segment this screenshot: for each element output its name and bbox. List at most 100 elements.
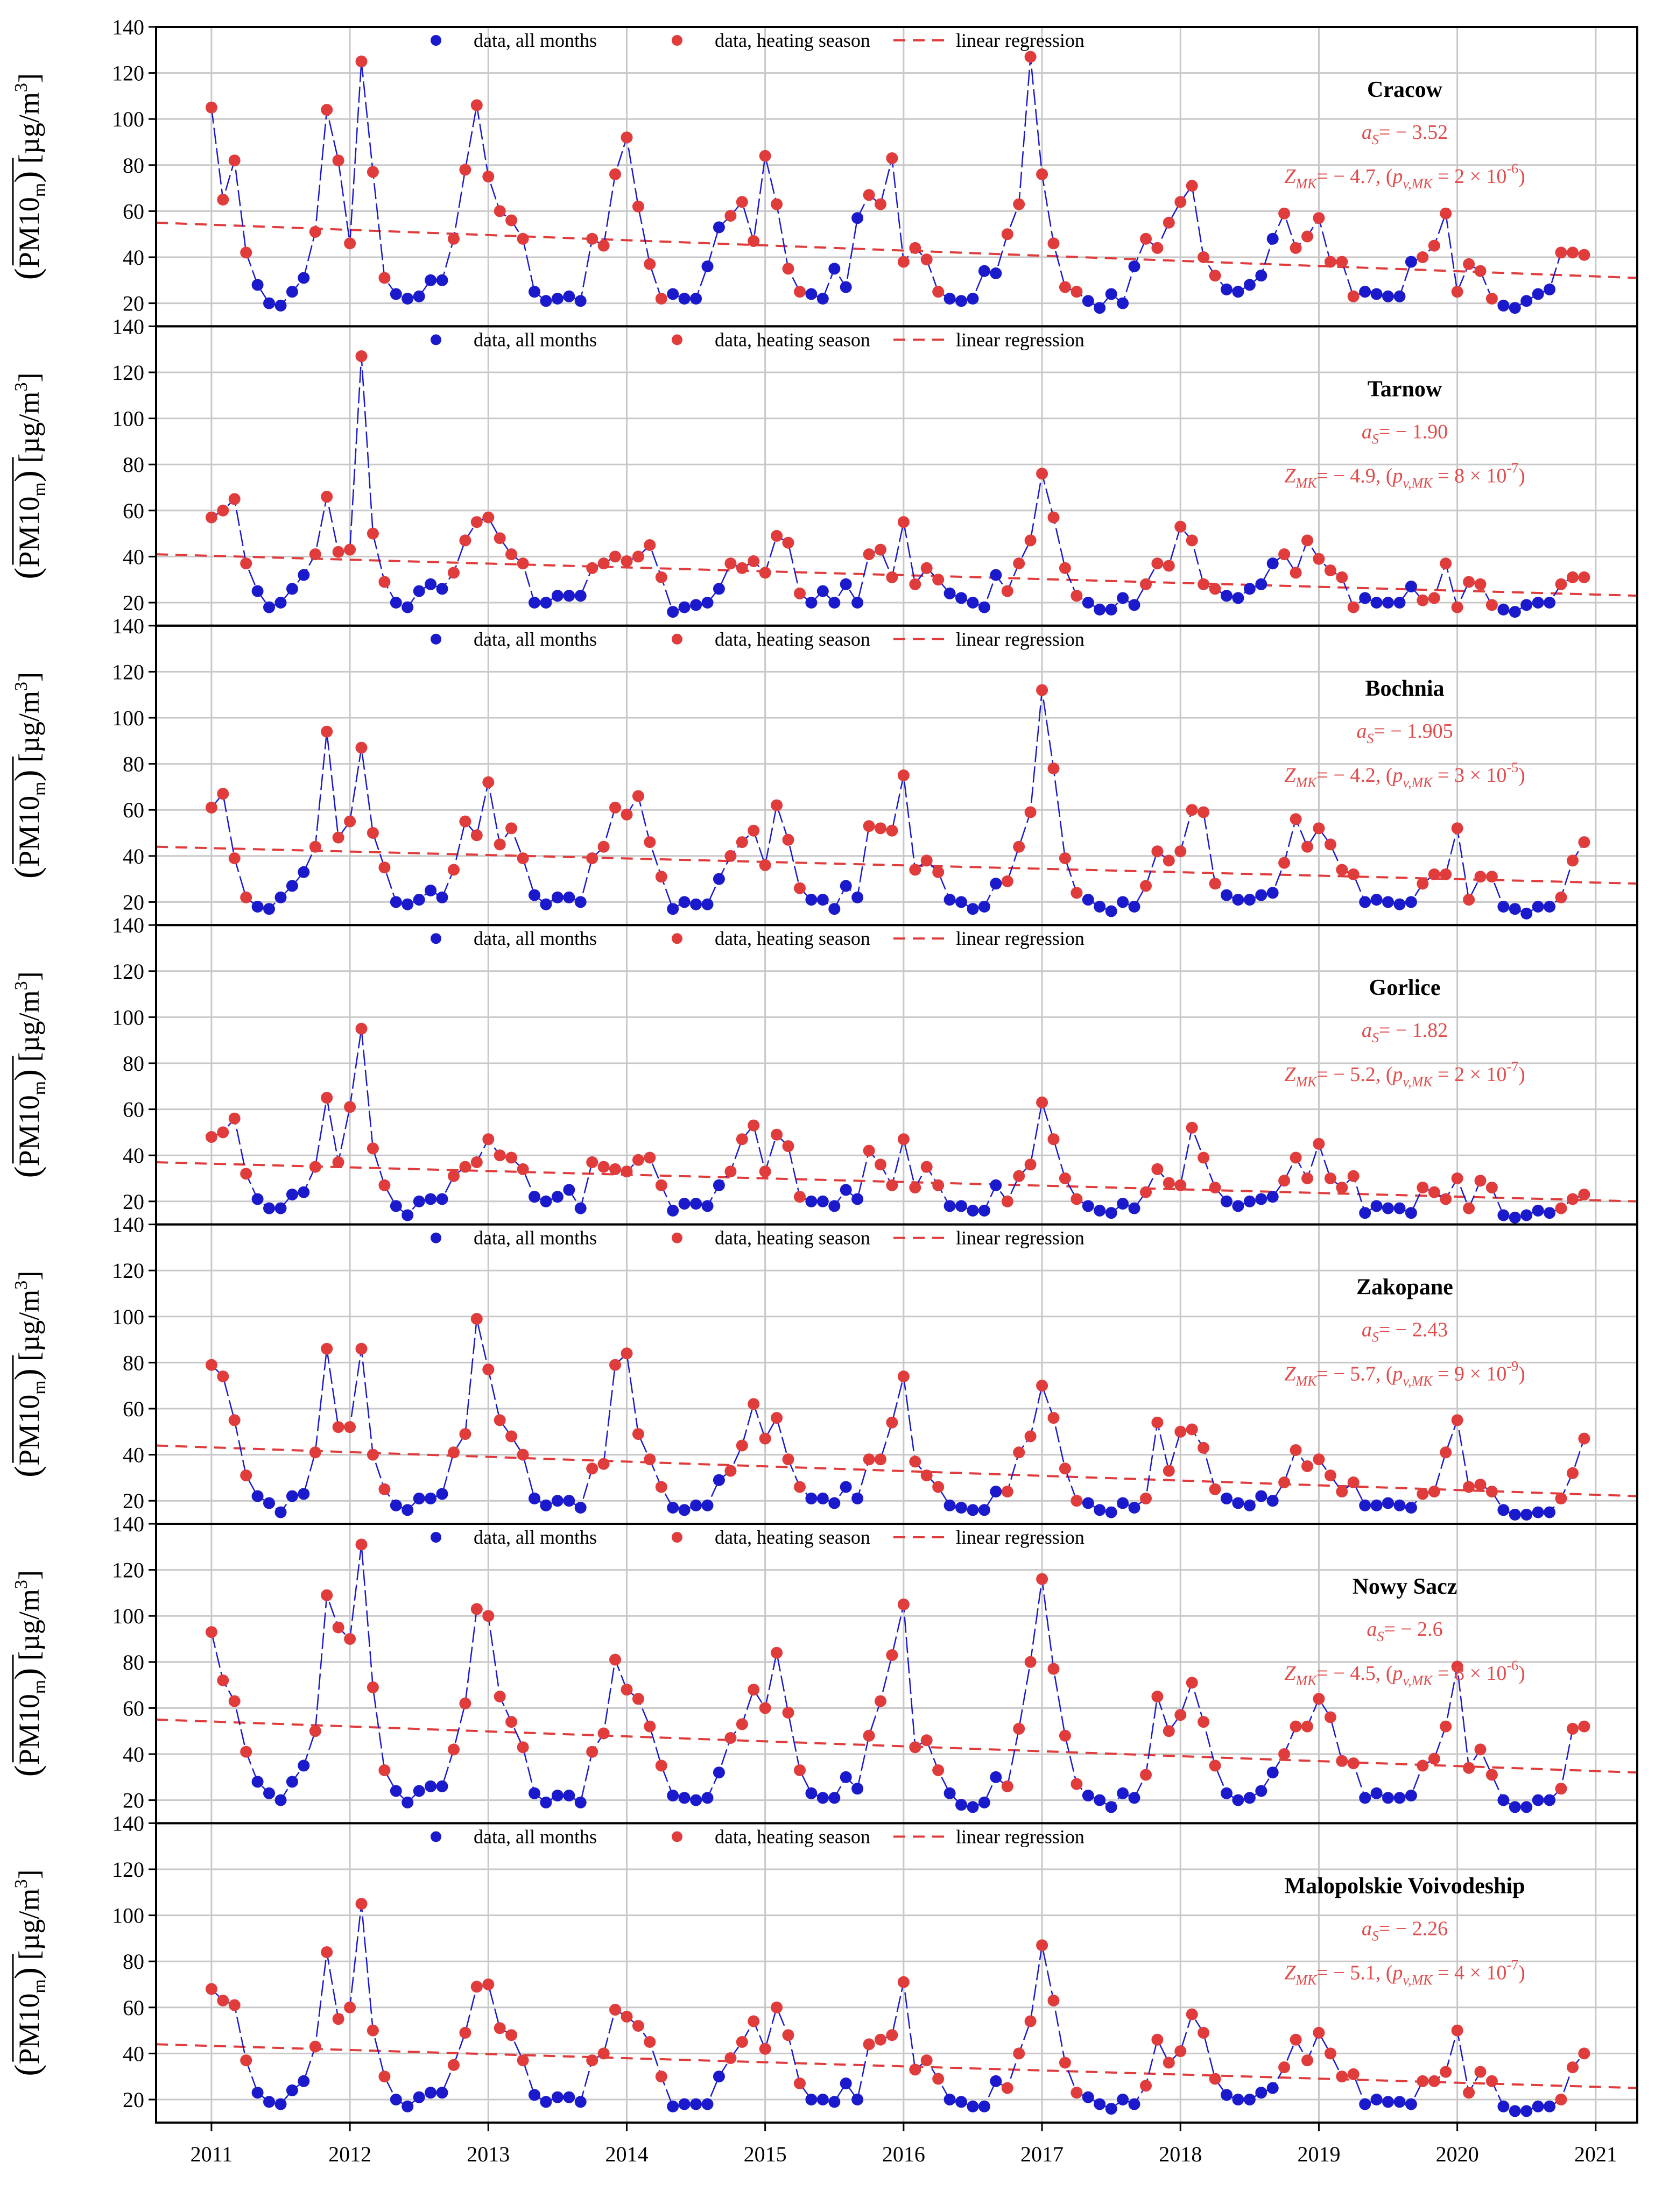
data-point-heating: [1451, 286, 1463, 298]
data-point-heating: [1163, 2056, 1175, 2069]
data-point-heating: [771, 529, 783, 542]
data-point-heating: [1278, 207, 1291, 220]
data-point-heating: [875, 1695, 886, 1707]
data-point-heating: [1428, 1752, 1440, 1765]
data-point-heating: [1186, 804, 1198, 816]
data-point-all-months: [402, 1504, 414, 1516]
data-point-all-months: [390, 2094, 402, 2105]
data-point-all-months: [286, 583, 298, 595]
data-point-all-months: [390, 597, 402, 609]
legend-label-all-months: data, all months: [474, 329, 597, 350]
data-point-heating: [655, 1759, 667, 1772]
y-tick-label: 140: [112, 913, 144, 937]
data-point-heating: [1186, 180, 1198, 192]
legend-label-heating: data, heating season: [715, 329, 870, 350]
data-point-all-months: [1497, 1504, 1510, 1516]
data-point-heating: [1428, 2075, 1440, 2087]
data-point-all-months: [574, 295, 587, 307]
data-point-all-months: [1497, 2100, 1510, 2112]
data-point-heating: [378, 1179, 391, 1191]
data-point-heating: [1163, 1177, 1175, 1189]
data-point-heating: [644, 539, 656, 551]
data-point-heating: [863, 548, 875, 561]
data-point-heating: [586, 1745, 598, 1758]
data-point-heating: [1290, 1444, 1302, 1456]
data-point-all-months: [967, 903, 979, 915]
data-point-heating: [771, 1646, 783, 1659]
data-point-all-months: [840, 281, 852, 293]
data-point-all-months: [1128, 2098, 1140, 2110]
data-point-heating: [1047, 1663, 1060, 1675]
data-point-heating: [1440, 868, 1452, 880]
data-point-all-months: [816, 1195, 829, 1207]
data-point-heating: [309, 548, 321, 561]
data-point-all-months: [1243, 894, 1256, 906]
data-point-all-months: [851, 1492, 864, 1504]
data-point-all-months: [1359, 1792, 1371, 1804]
data-point-heating: [1474, 265, 1487, 277]
mann-kendall-stat: ZMK= − 4.9, (pv,MK = 8 × 10-7): [1284, 460, 1525, 491]
y-tick-label: 20: [123, 1489, 144, 1513]
data-point-all-months: [390, 1785, 402, 1797]
data-point-all-months: [574, 590, 587, 602]
data-point-all-months: [805, 1195, 818, 1207]
data-point-heating: [621, 1165, 633, 1178]
data-point-all-months: [1255, 2087, 1267, 2099]
data-point-all-months: [574, 2096, 587, 2108]
y-tick-label: 40: [123, 1742, 144, 1766]
data-point-heating: [1001, 1780, 1013, 1792]
data-point-heating: [782, 536, 794, 549]
data-point-heating: [240, 1469, 252, 1482]
data-point-heating: [1290, 1720, 1302, 1733]
data-point-heating: [886, 571, 898, 583]
data-point-heating: [909, 242, 921, 254]
data-point-all-months: [943, 1200, 956, 1212]
data-point-all-months: [286, 1776, 298, 1788]
data-point-all-months: [805, 894, 818, 906]
data-point-heating: [782, 263, 794, 275]
data-point-heating: [1463, 258, 1475, 270]
data-point-all-months: [1266, 232, 1279, 245]
data-point-all-months: [1094, 1204, 1106, 1217]
data-point-heating: [1463, 1762, 1475, 1774]
data-point-heating: [586, 1156, 598, 1168]
data-point-heating: [863, 1144, 875, 1157]
data-point-heating: [228, 1112, 241, 1125]
y-tick-label: 140: [112, 314, 144, 338]
data-point-heating: [448, 232, 460, 245]
data-point-all-months: [540, 1796, 552, 1808]
data-point-heating: [1474, 2066, 1487, 2078]
data-point-all-months: [251, 901, 264, 913]
data-point-heating: [1336, 2070, 1348, 2083]
data-point-all-months: [816, 2094, 829, 2105]
data-point-all-months: [690, 2098, 702, 2110]
data-point-all-months: [690, 1794, 702, 1806]
data-point-heating: [378, 2070, 391, 2083]
data-point-heating: [1001, 2082, 1013, 2094]
data-point-heating: [1290, 567, 1302, 579]
y-tick-label: 60: [123, 199, 144, 223]
data-point-all-months: [1232, 286, 1244, 298]
data-line: [211, 1318, 1585, 1516]
data-point-all-months: [667, 1790, 679, 1801]
station-name: Zakopane: [1356, 1275, 1453, 1300]
data-point-heating: [228, 493, 241, 505]
data-point-heating: [1567, 1467, 1579, 1479]
data-point-heating: [1417, 1488, 1429, 1500]
data-point-heating: [228, 154, 241, 167]
legend-label-regression: linear regression: [956, 30, 1084, 51]
legend-label-regression: linear regression: [956, 928, 1084, 949]
data-point-heating: [1209, 878, 1221, 890]
data-point-heating: [586, 1462, 598, 1475]
data-point-heating: [470, 829, 483, 842]
y-tick-label: 60: [123, 1098, 144, 1122]
y-tick-label: 40: [123, 2041, 144, 2066]
data-point-all-months: [436, 583, 448, 595]
data-point-heating: [482, 171, 495, 183]
data-point-heating: [875, 822, 886, 835]
data-point-heating: [1440, 1720, 1452, 1733]
data-point-all-months: [1128, 260, 1140, 273]
data-point-all-months: [816, 1792, 829, 1804]
data-point-heating: [1059, 1462, 1071, 1475]
data-point-heating: [771, 799, 783, 811]
